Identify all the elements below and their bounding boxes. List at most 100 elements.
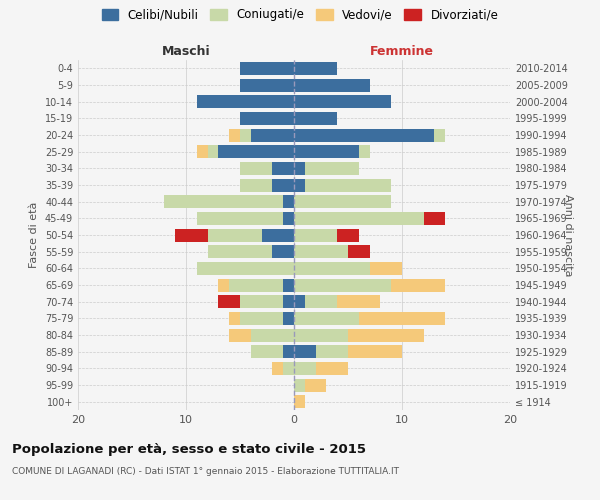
Bar [294,212,445,225]
Bar [240,162,294,175]
Bar [294,178,391,192]
Bar [240,78,294,92]
Bar [164,195,294,208]
Bar [272,178,294,192]
Bar [294,128,434,141]
Bar [240,62,294,75]
Bar [294,112,337,125]
Bar [164,195,294,208]
Bar [240,178,294,192]
Bar [294,95,391,108]
Bar [294,262,370,275]
Bar [294,262,402,275]
Bar [197,262,294,275]
Text: Popolazione per età, sesso e stato civile - 2015: Popolazione per età, sesso e stato civil… [12,442,366,456]
Bar [283,362,294,375]
Bar [294,378,326,392]
Bar [294,78,370,92]
Bar [294,212,424,225]
Bar [240,312,294,325]
Bar [294,95,391,108]
Bar [294,228,359,241]
Bar [240,295,294,308]
Bar [294,328,424,342]
Bar [294,162,359,175]
Bar [294,395,305,408]
Bar [240,128,294,141]
Bar [197,212,294,225]
Bar [294,278,391,291]
Bar [240,62,294,75]
Bar [218,145,294,158]
Bar [229,128,294,141]
Bar [164,195,294,208]
Bar [294,345,402,358]
Bar [229,312,294,325]
Bar [251,128,294,141]
Bar [197,95,294,108]
Bar [294,328,424,342]
Bar [197,212,294,225]
Bar [294,245,348,258]
Text: Femmine: Femmine [370,46,434,59]
Bar [294,312,445,325]
Y-axis label: Anni di nascita: Anni di nascita [563,194,573,276]
Bar [208,228,294,241]
Bar [294,295,380,308]
Bar [294,178,391,192]
Bar [240,78,294,92]
Bar [294,145,370,158]
Bar [294,128,445,141]
Bar [283,195,294,208]
Bar [197,262,294,275]
Bar [240,162,294,175]
Bar [283,345,294,358]
Bar [294,262,402,275]
Bar [208,245,294,258]
Bar [294,145,370,158]
Bar [208,228,294,241]
Bar [294,178,391,192]
Bar [294,278,445,291]
Bar [294,195,391,208]
Bar [229,278,294,291]
Bar [283,212,294,225]
Bar [240,178,294,192]
Bar [294,62,337,75]
Y-axis label: Fasce di età: Fasce di età [29,202,39,268]
Bar [197,212,294,225]
Bar [294,95,391,108]
Bar [294,345,402,358]
Bar [294,245,370,258]
Bar [294,312,445,325]
Bar [175,228,294,241]
Bar [294,195,391,208]
Bar [240,162,294,175]
Bar [240,78,294,92]
Bar [294,228,337,241]
Bar [294,112,337,125]
Bar [240,78,294,92]
Bar [229,312,294,325]
Bar [294,162,359,175]
Bar [240,178,294,192]
Bar [197,95,294,108]
Bar [294,62,337,75]
Bar [294,78,370,92]
Bar [294,145,370,158]
Bar [283,278,294,291]
Bar [294,112,337,125]
Bar [294,78,370,92]
Bar [294,345,316,358]
Bar [251,345,294,358]
Bar [272,362,294,375]
Bar [294,362,348,375]
Bar [294,128,445,141]
Bar [294,278,445,291]
Bar [294,395,305,408]
Bar [294,178,305,192]
Bar [240,62,294,75]
Bar [283,312,294,325]
Bar [197,95,294,108]
Bar [218,278,294,291]
